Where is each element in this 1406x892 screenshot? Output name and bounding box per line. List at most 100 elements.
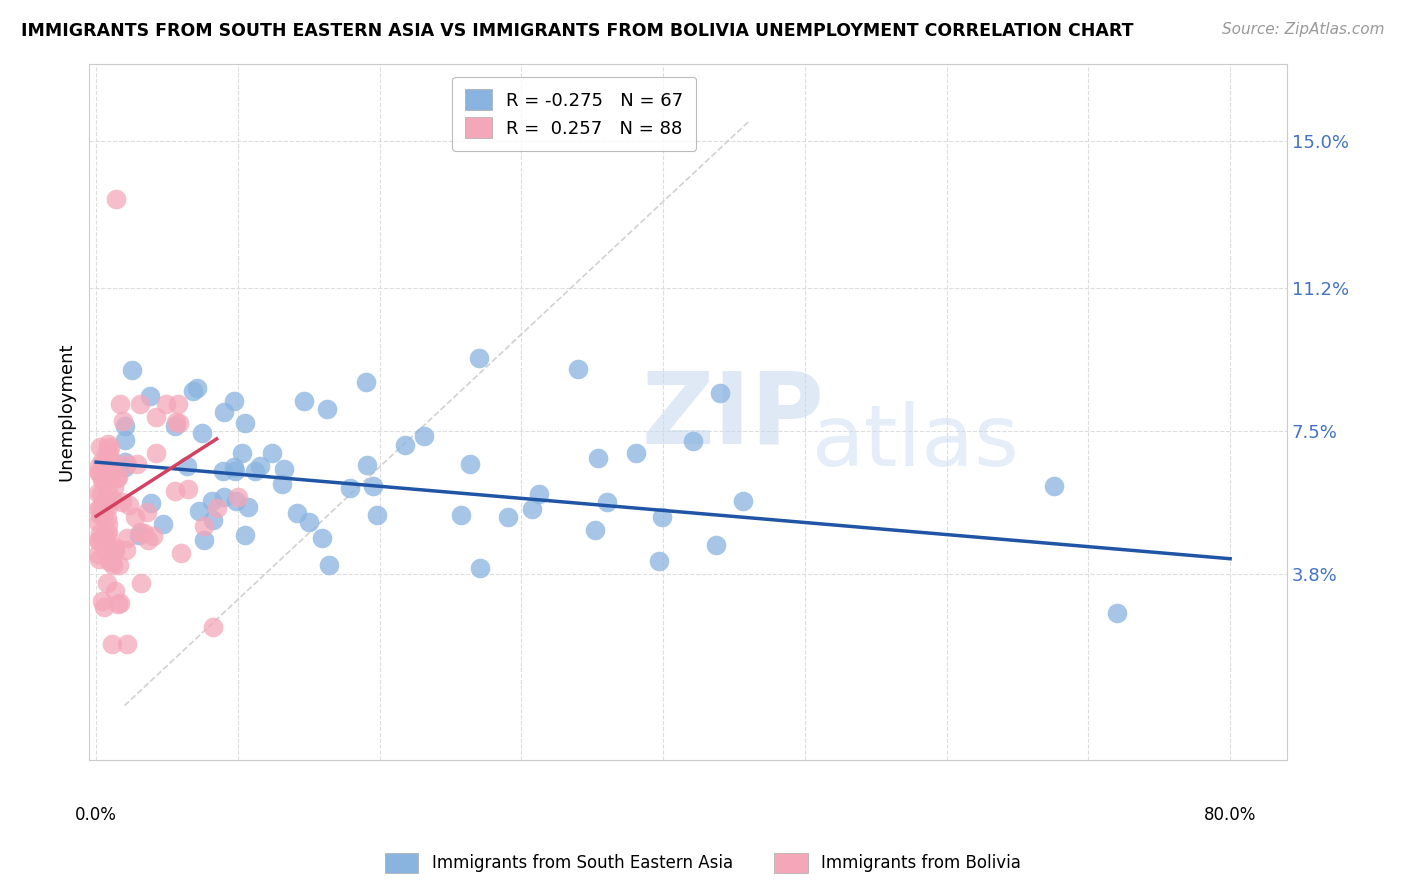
Point: [97, 437, 120, 451]
Point: [235, 527, 257, 541]
Text: IMMIGRANTS FROM SOUTH EASTERN ASIA VS IMMIGRANTS FROM BOLIVIA UNEMPLOYMENT CORRE: IMMIGRANTS FROM SOUTH EASTERN ASIA VS IM…: [21, 22, 1133, 40]
Point: [298, 516, 321, 530]
Point: [97, 517, 120, 532]
Point: [212, 464, 235, 478]
Point: [98, 472, 121, 486]
Point: [583, 523, 606, 537]
Point: [103, 545, 125, 559]
Point: [318, 558, 340, 572]
Point: [91, 473, 114, 487]
Point: [114, 543, 136, 558]
Point: [89, 466, 111, 480]
Point: [651, 509, 673, 524]
Point: [155, 397, 177, 411]
Point: [193, 533, 215, 548]
Point: [96, 524, 118, 539]
Point: [89, 501, 111, 516]
Point: [103, 480, 125, 494]
Point: [704, 538, 727, 552]
Point: [111, 414, 134, 428]
Point: [176, 458, 198, 473]
Point: [96, 576, 118, 591]
Point: [586, 450, 609, 465]
Point: [682, 434, 704, 448]
Point: [354, 376, 377, 390]
Point: [87, 486, 110, 500]
Point: [201, 620, 224, 634]
Point: [91, 594, 114, 608]
Point: [103, 466, 125, 480]
Point: [129, 397, 152, 411]
Point: [108, 596, 131, 610]
Point: [101, 556, 124, 570]
Point: [170, 546, 193, 560]
Point: [496, 509, 519, 524]
Point: [226, 490, 249, 504]
Point: [104, 584, 127, 599]
Point: [316, 402, 339, 417]
Point: [224, 460, 246, 475]
Point: [191, 426, 214, 441]
Point: [450, 508, 472, 523]
Point: [89, 441, 111, 455]
Point: [98, 446, 121, 460]
Point: [104, 540, 127, 554]
Point: [205, 501, 228, 516]
Point: [129, 524, 152, 539]
Point: [101, 558, 124, 573]
Point: [201, 513, 224, 527]
Point: [96, 442, 118, 457]
Legend: R = -0.275   N = 67, R =  0.257   N = 88: R = -0.275 N = 67, R = 0.257 N = 88: [453, 77, 696, 151]
Y-axis label: Unemployment: Unemployment: [58, 343, 75, 481]
Point: [89, 508, 111, 523]
Point: [94, 492, 117, 507]
Text: Source: ZipAtlas.com: Source: ZipAtlas.com: [1222, 22, 1385, 37]
Point: [709, 385, 731, 400]
Point: [103, 541, 125, 556]
Point: [468, 560, 491, 574]
Point: [648, 554, 671, 568]
Point: [188, 504, 211, 518]
Point: [145, 446, 167, 460]
Point: [394, 438, 416, 452]
Point: [181, 384, 204, 399]
Point: [125, 457, 148, 471]
Point: [87, 552, 110, 566]
Point: [93, 528, 115, 542]
Point: [97, 500, 120, 515]
Text: 80.0%: 80.0%: [1204, 806, 1257, 824]
Point: [93, 541, 115, 556]
Point: [135, 505, 157, 519]
Text: 0.0%: 0.0%: [75, 806, 117, 824]
Point: [193, 519, 215, 533]
Point: [520, 501, 543, 516]
Point: [97, 526, 120, 541]
Point: [105, 471, 128, 485]
Point: [412, 429, 434, 443]
Point: [96, 511, 118, 525]
Point: [105, 192, 128, 206]
Point: [231, 446, 253, 460]
Point: [311, 531, 333, 545]
Point: [114, 459, 136, 474]
Point: [104, 544, 127, 558]
Point: [262, 446, 284, 460]
Point: [212, 405, 235, 419]
Point: [567, 362, 589, 376]
Point: [339, 482, 361, 496]
Point: [165, 483, 187, 498]
Point: [527, 486, 550, 500]
Point: [118, 498, 141, 512]
Point: [129, 575, 152, 590]
Point: [142, 529, 165, 543]
Point: [212, 490, 235, 504]
Point: [224, 393, 246, 408]
Point: [108, 397, 131, 411]
Point: [460, 457, 482, 471]
Point: [1105, 606, 1128, 620]
Point: [285, 506, 308, 520]
Point: [107, 558, 129, 573]
Point: [243, 464, 266, 478]
Point: [91, 497, 114, 511]
Point: [366, 508, 388, 522]
